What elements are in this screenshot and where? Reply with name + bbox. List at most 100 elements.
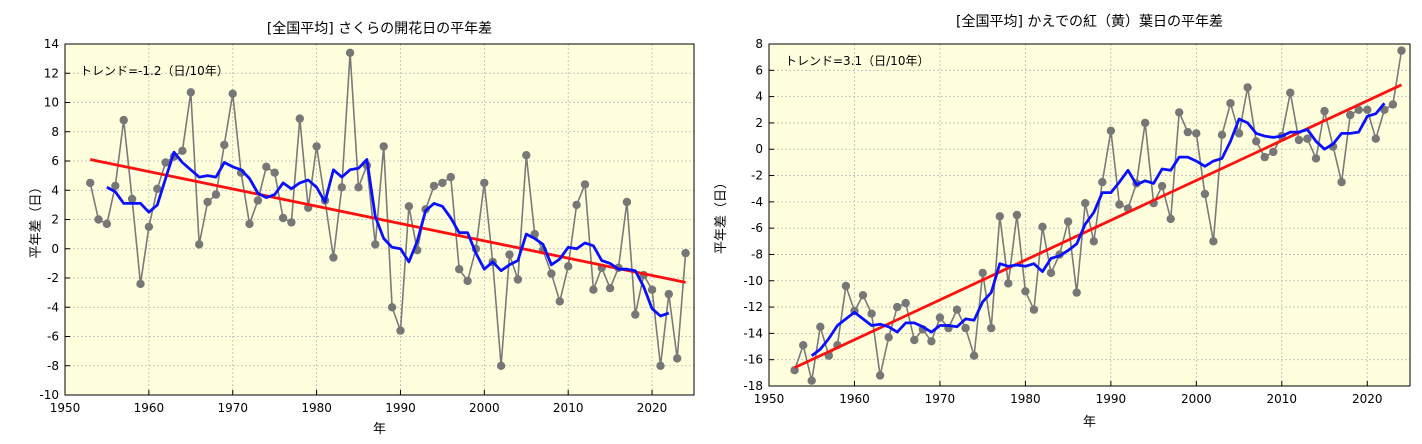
observed-point — [901, 298, 910, 308]
observed-point — [522, 151, 531, 160]
observed-point — [893, 302, 902, 312]
observed-point — [875, 371, 885, 380]
y-tick-label: -2 — [47, 271, 59, 285]
observed-point — [262, 162, 271, 171]
observed-point — [337, 183, 346, 192]
observed-point — [496, 361, 506, 370]
x-axis-label: 年 — [373, 422, 386, 437]
x-tick-label: 1960 — [839, 392, 870, 406]
plot-border — [64, 43, 695, 396]
observed-point — [605, 284, 615, 293]
observed-point — [1106, 126, 1116, 135]
observed-point — [429, 181, 439, 191]
observed-point — [1371, 134, 1380, 143]
y-axis-label: 平年差（日） — [29, 180, 44, 258]
observed-point — [371, 240, 380, 249]
x-tick-label: 1980 — [301, 401, 332, 415]
observed-point — [987, 323, 996, 333]
y-tick-label: 6 — [755, 63, 763, 77]
observed-point — [1397, 46, 1406, 55]
observed-point — [270, 168, 279, 177]
moving-average-line — [106, 150, 670, 318]
trend-line — [89, 158, 686, 284]
observed-point — [1029, 305, 1039, 314]
observed-point — [1046, 268, 1056, 278]
x-tick-label: 1960 — [134, 401, 165, 415]
observed-point — [1252, 137, 1261, 146]
observed-point — [463, 276, 472, 286]
observed-point — [345, 48, 355, 57]
y-tick-label: 8 — [51, 125, 59, 139]
observed-point — [927, 337, 936, 346]
y-tick-label: -6 — [47, 330, 59, 344]
x-tick-label: 1950 — [754, 392, 785, 406]
x-tick-label: 1990 — [1096, 392, 1127, 406]
x-tick-label: 2010 — [1267, 392, 1298, 406]
observed-point — [1140, 118, 1150, 128]
chart-title: [全国平均] かえでの紅（黄）葉日の平年差 — [956, 13, 1223, 30]
x-tick-label: 1980 — [1010, 392, 1041, 406]
observed-point — [1081, 199, 1090, 208]
observed-point — [1243, 83, 1252, 92]
observed-series-line — [89, 52, 687, 366]
plot-border — [768, 43, 1411, 387]
observed-point — [884, 333, 893, 342]
y-tick-label: -4 — [47, 300, 59, 314]
observed-point — [555, 297, 564, 306]
y-tick-label: -6 — [751, 221, 763, 235]
observed-point — [94, 215, 103, 224]
y-tick-label: -18 — [743, 379, 763, 393]
observed-point — [681, 248, 690, 258]
observed-point — [446, 172, 455, 182]
observed-point — [1234, 129, 1244, 138]
observed-point — [673, 354, 682, 363]
x-tick-label: 1990 — [385, 401, 416, 415]
observed-point — [144, 222, 154, 231]
observed-point — [1175, 108, 1184, 117]
observed-point — [1012, 210, 1022, 220]
observed-point — [1294, 135, 1304, 145]
y-tick-label: -8 — [751, 247, 763, 261]
observed-point — [1226, 99, 1235, 108]
x-tick-label: 1970 — [217, 401, 248, 415]
observed-point — [867, 309, 876, 318]
observed-point — [119, 115, 128, 125]
observed-point — [203, 197, 212, 207]
observed-point — [572, 200, 581, 210]
y-tick-label: 4 — [51, 183, 59, 197]
observed-point — [86, 178, 95, 188]
observed-point — [1303, 134, 1312, 143]
observed-point — [589, 285, 598, 294]
observed-point — [664, 289, 673, 299]
observed-point — [455, 265, 464, 274]
x-tick-label: 2020 — [1352, 392, 1383, 406]
x-tick-label: 2000 — [469, 401, 500, 415]
y-tick-label: -2 — [751, 169, 763, 183]
observed-point — [329, 253, 338, 262]
y-tick-label: 4 — [755, 90, 763, 104]
observed-point — [1183, 127, 1192, 137]
y-tick-label: -16 — [743, 353, 763, 367]
chart-svg-sakura: 1950 1960 1970 1980 1990 2000 2010 2020-10-8-6-… — [29, 20, 695, 437]
observed-point — [211, 190, 221, 199]
chart-svg-kaede: 1950 1960 1970 1980 1990 2000 2010 2020 -18 -16 -1… — [714, 13, 1411, 430]
observed-point — [1286, 88, 1295, 97]
observed-point — [379, 142, 388, 151]
observed-point — [505, 250, 514, 259]
observed-point — [1089, 237, 1098, 246]
observed-point — [1209, 237, 1218, 246]
observed-point — [807, 376, 816, 385]
x-tick-label: 2020 — [637, 401, 668, 415]
y-tick-label: 8 — [755, 37, 763, 51]
x-tick-label: 1970 — [925, 392, 956, 406]
observed-point — [1354, 105, 1363, 115]
y-tick-label: -4 — [751, 195, 763, 209]
observed-point — [220, 140, 229, 150]
observed-point — [978, 268, 987, 278]
y-tick-label: 2 — [755, 116, 763, 130]
observed-point — [1192, 129, 1201, 138]
observed-point — [354, 183, 363, 192]
trend-annotation: トレンド=3.1（日/10年） — [785, 54, 929, 68]
observed-point — [1217, 130, 1227, 139]
observed-point — [1038, 222, 1047, 231]
